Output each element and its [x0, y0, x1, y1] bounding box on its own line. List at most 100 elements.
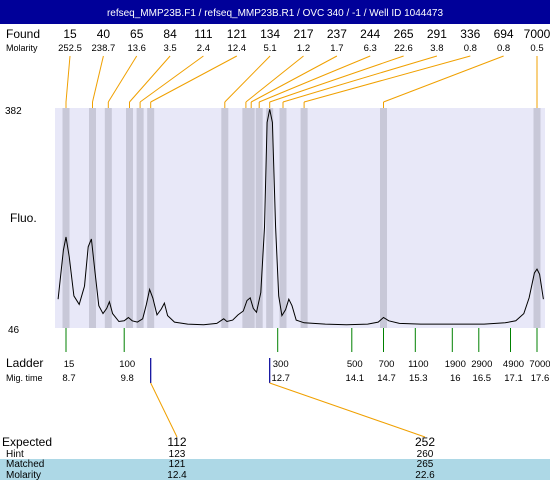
found-molarity: 6.3: [364, 43, 377, 54]
found-peak: 843.5: [163, 27, 177, 54]
ladder-time: 8.7: [62, 373, 75, 384]
found-molarity: 12.4: [228, 43, 247, 54]
ladder-item: 700 14.7: [377, 359, 396, 384]
expected-hint: 123: [169, 449, 186, 460]
peak-band: [247, 108, 255, 328]
found-size: 237: [327, 27, 347, 41]
ladder-item: 1900 16: [445, 359, 466, 384]
ladder-time: 17.6: [531, 373, 550, 384]
peak-band: [126, 108, 133, 328]
found-connector: [303, 55, 471, 103]
found-connector: [92, 55, 104, 103]
found-molarity: 5.1: [263, 43, 276, 54]
peak-band: [147, 108, 155, 328]
ladder-time: 12.7: [271, 373, 290, 384]
y-min-label: 46: [8, 325, 20, 336]
found-molarity: 0.8: [464, 43, 477, 54]
ladder-item: 158.7: [62, 359, 75, 384]
found-molarity: 1.2: [297, 43, 310, 54]
ladder-time: 15.3: [409, 373, 428, 384]
found-peak: 7000 0.5: [524, 27, 550, 54]
expected-hint: 260: [417, 449, 434, 460]
peak-band: [242, 108, 250, 328]
ladder-item: 2900 16.5: [471, 359, 492, 384]
ladder-item: 500 14.1: [346, 359, 365, 384]
found-size: 265: [394, 27, 414, 41]
found-peak: 40 238.7: [92, 27, 116, 54]
found-connector: [107, 55, 138, 103]
ladder-size: 1100: [408, 359, 428, 370]
ladder-ticks: [65, 328, 538, 352]
found-molarity: 1.7: [330, 43, 343, 54]
peak-band: [221, 108, 229, 328]
expected-size: 112: [167, 435, 186, 449]
found-connector: [150, 55, 238, 103]
expected-connector: [150, 382, 178, 438]
molarity-bottom-label: Molarity: [6, 470, 41, 480]
ladder-item: 7000 17.6: [529, 359, 550, 384]
found-connector: [245, 55, 304, 103]
ladder-time: 17.1: [504, 373, 523, 384]
found-connector: [129, 55, 171, 103]
found-connector: [383, 55, 504, 103]
ladder-size: 2900: [471, 359, 492, 370]
found-connectors: [65, 55, 538, 108]
fluo-axis-label: Fluo.: [10, 211, 37, 225]
found-connector: [250, 55, 338, 103]
peak-band: [104, 108, 112, 328]
ladder-time: 16: [450, 373, 461, 384]
found-molarity: 3.5: [163, 43, 176, 54]
found-size: 336: [460, 27, 480, 41]
found-size: 15: [63, 27, 77, 41]
ladder-label: Ladder: [6, 356, 43, 370]
ladder-time: 14.7: [377, 373, 396, 384]
found-size: 111: [194, 27, 213, 41]
found-connector: [224, 55, 271, 103]
peak-band: [380, 108, 387, 328]
matched-row-bg: [0, 459, 550, 469]
found-connector: [259, 55, 371, 103]
ladder-time: 16.5: [473, 373, 492, 384]
expected-matched: 265: [417, 459, 434, 470]
found-label: Found: [6, 27, 40, 41]
ladder-size: 7000: [529, 359, 550, 370]
ladder-size: 300: [273, 359, 289, 370]
found-molarity: 13.6: [127, 43, 146, 54]
ladder-time: 9.8: [121, 373, 134, 384]
expected-connector: [269, 382, 426, 438]
ladder-size: 1900: [445, 359, 466, 370]
ladder-size: 100: [119, 359, 135, 370]
ladder-item: 4900 17.1: [503, 359, 524, 384]
ladder-time: 14.1: [346, 373, 365, 384]
peak-band: [255, 108, 263, 328]
found-size: 134: [260, 27, 280, 41]
ladder-item: 300 12.7: [271, 359, 290, 384]
ladder-size: 4900: [503, 359, 524, 370]
found-molarity: 22.6: [394, 43, 413, 54]
found-molarity: 3.8: [430, 43, 443, 54]
found-size: 40: [97, 27, 111, 41]
matched-label: Matched: [6, 459, 44, 470]
chart-title: refseq_MMP23B.F1 / refseq_MMP23B.R1 / OV…: [107, 8, 444, 19]
molarity-label: Molarity: [6, 43, 38, 53]
expected-molarity: 22.6: [415, 470, 435, 480]
expected-size: 252: [415, 435, 435, 449]
found-size: 65: [130, 27, 144, 41]
y-max-label: 382: [5, 106, 22, 117]
peak-band: [279, 108, 287, 328]
found-peak: 265 22.6: [394, 27, 414, 54]
found-molarity: 0.5: [530, 43, 543, 54]
found-molarity: 0.8: [497, 43, 510, 54]
ladder-size: 700: [379, 359, 395, 370]
found-peak: 15 252.5: [58, 27, 82, 54]
